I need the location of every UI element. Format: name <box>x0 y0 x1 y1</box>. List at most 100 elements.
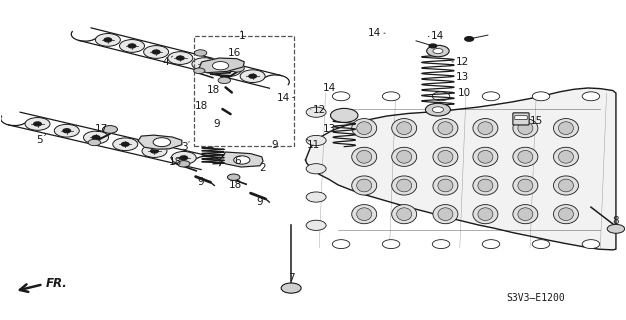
Text: 18: 18 <box>195 101 208 111</box>
Circle shape <box>249 74 257 78</box>
Ellipse shape <box>518 208 533 220</box>
Circle shape <box>103 125 118 133</box>
Text: 5: 5 <box>36 135 43 145</box>
Circle shape <box>92 136 100 140</box>
Ellipse shape <box>558 179 573 192</box>
Circle shape <box>63 129 71 132</box>
Ellipse shape <box>397 150 412 163</box>
Circle shape <box>152 50 160 54</box>
Circle shape <box>433 240 450 249</box>
Ellipse shape <box>473 147 498 166</box>
Circle shape <box>177 161 190 167</box>
Circle shape <box>332 92 350 101</box>
Ellipse shape <box>558 208 573 220</box>
Circle shape <box>121 142 129 146</box>
Ellipse shape <box>392 119 417 138</box>
Ellipse shape <box>518 122 533 134</box>
Ellipse shape <box>352 147 377 166</box>
Text: 18: 18 <box>207 85 220 95</box>
Circle shape <box>54 124 80 137</box>
Circle shape <box>153 138 171 147</box>
Circle shape <box>201 62 208 66</box>
Ellipse shape <box>478 208 493 220</box>
Ellipse shape <box>433 147 458 166</box>
Ellipse shape <box>553 147 578 166</box>
Text: 14: 14 <box>367 28 381 38</box>
Circle shape <box>306 220 326 230</box>
Circle shape <box>306 192 326 202</box>
Polygon shape <box>305 88 616 250</box>
Ellipse shape <box>433 119 458 138</box>
Ellipse shape <box>397 179 412 192</box>
Text: 1: 1 <box>239 31 245 41</box>
Text: 9: 9 <box>197 177 204 187</box>
Circle shape <box>532 92 550 101</box>
Circle shape <box>429 44 437 48</box>
Circle shape <box>216 64 241 76</box>
Bar <box>194 36 294 146</box>
Polygon shape <box>198 58 244 73</box>
Text: 12: 12 <box>456 57 470 67</box>
Circle shape <box>233 156 250 164</box>
Ellipse shape <box>558 122 573 134</box>
Ellipse shape <box>553 176 578 195</box>
Ellipse shape <box>352 119 377 138</box>
Text: 16: 16 <box>228 48 241 58</box>
Text: 14: 14 <box>322 83 336 93</box>
Circle shape <box>34 122 41 126</box>
Ellipse shape <box>438 150 453 163</box>
Circle shape <box>142 145 167 157</box>
Ellipse shape <box>433 204 458 224</box>
Ellipse shape <box>473 119 498 138</box>
Circle shape <box>464 37 473 41</box>
Text: 2: 2 <box>260 163 266 173</box>
Circle shape <box>83 131 108 144</box>
Ellipse shape <box>357 150 372 163</box>
Circle shape <box>331 108 358 123</box>
Ellipse shape <box>513 204 538 224</box>
Ellipse shape <box>553 119 578 138</box>
Circle shape <box>212 61 228 70</box>
Circle shape <box>88 139 101 146</box>
Ellipse shape <box>438 179 453 192</box>
Ellipse shape <box>553 204 578 224</box>
Ellipse shape <box>352 204 377 224</box>
Circle shape <box>306 107 326 117</box>
Circle shape <box>306 135 326 146</box>
Circle shape <box>433 49 443 53</box>
Circle shape <box>607 224 625 233</box>
Text: 13: 13 <box>456 72 470 82</box>
Text: 10: 10 <box>458 88 471 98</box>
Circle shape <box>306 164 326 174</box>
Circle shape <box>180 156 187 160</box>
Circle shape <box>582 240 600 249</box>
Circle shape <box>25 117 50 130</box>
Text: 17: 17 <box>95 124 108 134</box>
Text: 4: 4 <box>163 57 170 67</box>
Text: 3: 3 <box>181 142 188 152</box>
FancyBboxPatch shape <box>513 113 529 125</box>
Text: 18: 18 <box>229 180 242 190</box>
Ellipse shape <box>392 204 417 224</box>
Circle shape <box>192 58 217 70</box>
Ellipse shape <box>397 122 412 134</box>
Circle shape <box>582 92 600 101</box>
Circle shape <box>433 92 450 101</box>
Circle shape <box>332 240 350 249</box>
Ellipse shape <box>392 176 417 195</box>
Text: 8: 8 <box>612 216 618 226</box>
Text: 12: 12 <box>312 105 326 115</box>
Ellipse shape <box>433 176 458 195</box>
Text: 6: 6 <box>235 156 242 166</box>
Circle shape <box>151 149 158 153</box>
Text: 15: 15 <box>530 116 543 126</box>
Circle shape <box>113 138 138 151</box>
Text: 9: 9 <box>271 140 277 150</box>
Ellipse shape <box>438 208 453 220</box>
Text: 7: 7 <box>288 273 294 283</box>
Text: S3V3–E1200: S3V3–E1200 <box>506 293 565 303</box>
Ellipse shape <box>513 119 538 138</box>
Ellipse shape <box>513 176 538 195</box>
Ellipse shape <box>392 147 417 166</box>
Ellipse shape <box>357 208 372 220</box>
